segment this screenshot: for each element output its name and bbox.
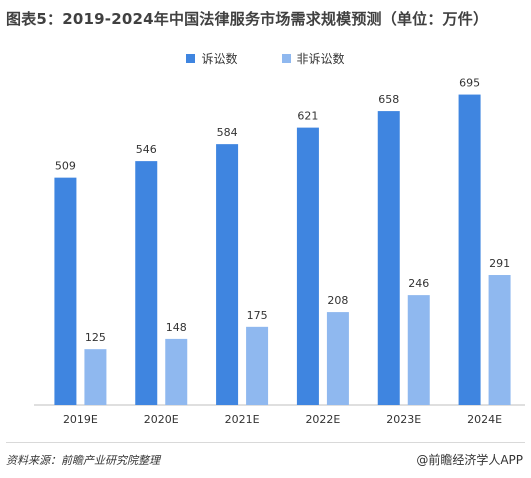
data-label-non-litigation-2021E: 175	[247, 309, 268, 322]
data-label-non-litigation-2022E: 208	[327, 294, 348, 307]
bar-litigation-2024E	[458, 94, 481, 406]
bar-litigation-2021E	[216, 144, 239, 405]
x-tick-label-2021E: 2021E	[225, 413, 260, 426]
data-label-litigation-2022E: 621	[297, 110, 318, 123]
x-tick-label-2019E: 2019E	[63, 413, 98, 426]
legend-label-non-litigation: 非诉讼数	[296, 52, 345, 66]
bar-litigation-2023E	[377, 111, 400, 406]
chart-title: 图表5：2019-2024年中国法律服务市场需求规模预测（单位：万件）	[6, 10, 489, 28]
legend: 诉讼数 非诉讼数	[0, 50, 531, 67]
source-note: 资料来源：前瞻产业研究院整理	[6, 454, 160, 467]
brand-label: @前瞻经济学人APP	[416, 453, 523, 467]
legend-item-non-litigation: 非诉讼数	[281, 50, 345, 67]
x-tick-label-2022E: 2022E	[305, 413, 340, 426]
legend-item-litigation: 诉讼数	[186, 50, 238, 67]
data-label-litigation-2020E: 546	[136, 143, 157, 156]
legend-swatch-litigation	[186, 54, 196, 63]
data-label-non-litigation-2020E: 148	[166, 321, 187, 334]
bar-non-litigation-2024E	[488, 275, 511, 405]
bar-non-litigation-2023E	[407, 295, 430, 405]
legend-label-litigation: 诉讼数	[201, 52, 238, 66]
data-label-litigation-2023E: 658	[378, 93, 399, 106]
bar-litigation-2019E	[54, 177, 77, 405]
x-tick-label-2024E: 2024E	[467, 413, 502, 426]
data-label-non-litigation-2024E: 291	[489, 257, 510, 270]
bar-chart: 509 125 2019E 546 148 2020E 584 175 2021E 621 208 2…	[34, 77, 525, 426]
x-tick-label-2023E: 2023E	[386, 413, 421, 426]
data-label-non-litigation-2019E: 125	[85, 331, 106, 344]
x-tick-label-2020E: 2020E	[144, 413, 179, 426]
data-label-litigation-2021E: 584	[217, 126, 238, 139]
bar-non-litigation-2019E	[84, 349, 107, 405]
data-label-non-litigation-2023E: 246	[408, 277, 429, 290]
bar-non-litigation-2020E	[165, 338, 188, 405]
bar-non-litigation-2021E	[246, 326, 269, 405]
bar-litigation-2020E	[135, 161, 158, 405]
bar-litigation-2022E	[296, 127, 319, 406]
data-label-litigation-2024E: 695	[459, 77, 480, 90]
data-label-litigation-2019E: 509	[55, 160, 76, 173]
footer-divider	[6, 442, 525, 443]
bar-non-litigation-2022E	[326, 312, 349, 405]
legend-swatch-non-litigation	[281, 54, 291, 63]
